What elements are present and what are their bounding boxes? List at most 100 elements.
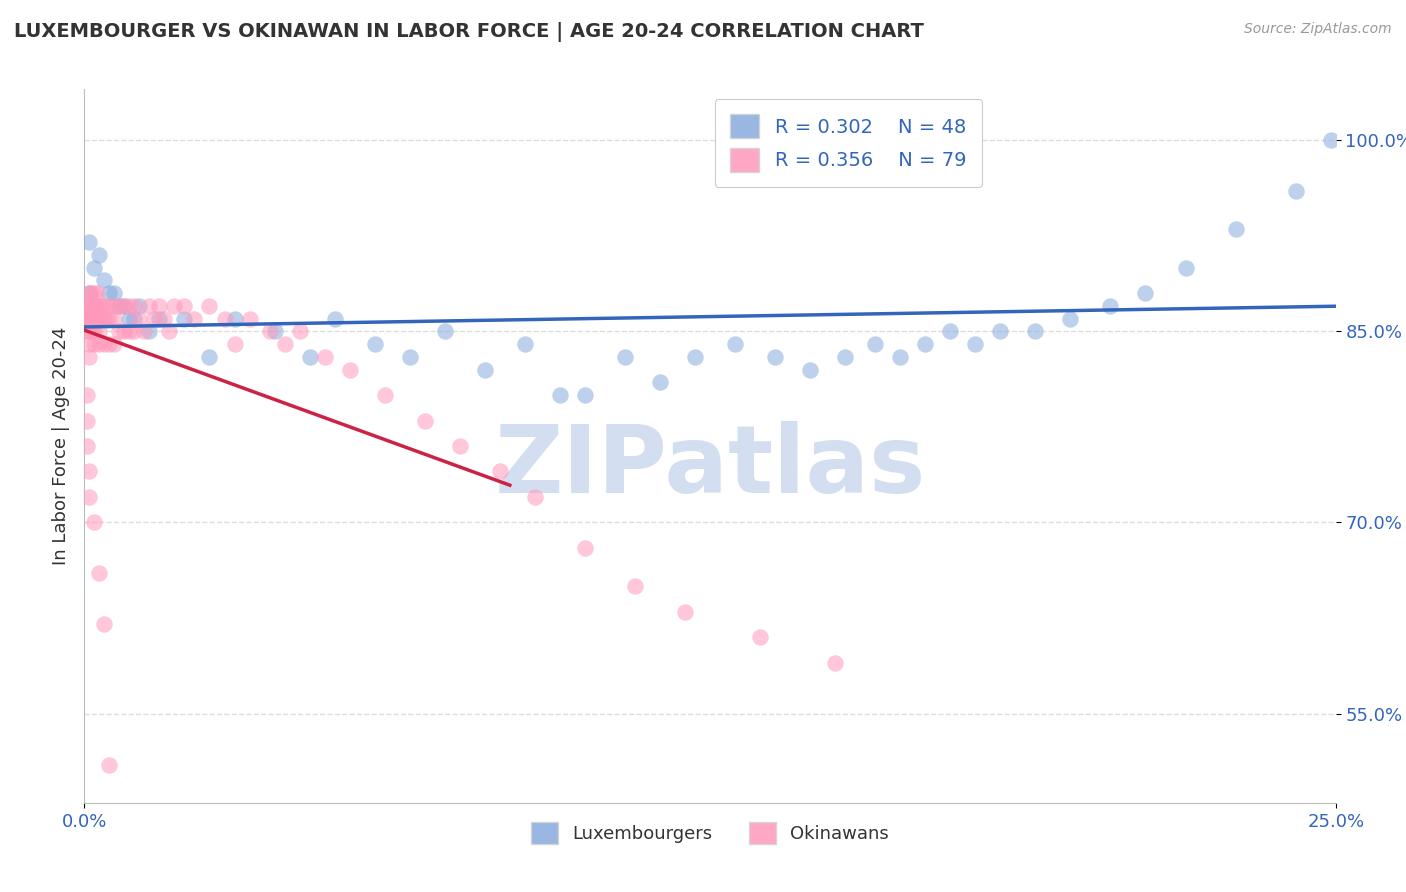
Point — [83, 299, 105, 313]
Point — [89, 337, 111, 351]
Point — [83, 337, 105, 351]
Point — [83, 324, 105, 338]
Point — [1059, 311, 1081, 326]
Point — [1285, 184, 1308, 198]
Point — [724, 337, 747, 351]
Point — [198, 299, 221, 313]
Point — [86, 286, 108, 301]
Point — [413, 413, 436, 427]
Point — [238, 311, 260, 326]
Point — [763, 350, 786, 364]
Point — [488, 465, 510, 479]
Point — [98, 337, 121, 351]
Point — [613, 350, 636, 364]
Point — [79, 286, 101, 301]
Point — [824, 656, 846, 670]
Point — [76, 388, 98, 402]
Point — [76, 311, 98, 326]
Point — [93, 299, 115, 313]
Point — [799, 362, 821, 376]
Point — [148, 299, 170, 313]
Point — [98, 757, 121, 772]
Point — [224, 311, 246, 326]
Point — [474, 362, 496, 376]
Point — [84, 311, 107, 326]
Point — [128, 311, 150, 326]
Point — [118, 311, 141, 326]
Point — [79, 337, 101, 351]
Point — [89, 324, 111, 338]
Point — [103, 311, 125, 326]
Point — [89, 248, 111, 262]
Point — [153, 311, 176, 326]
Point — [965, 337, 987, 351]
Point — [89, 299, 111, 313]
Point — [76, 299, 98, 313]
Point — [93, 273, 115, 287]
Point — [173, 311, 195, 326]
Point — [108, 299, 131, 313]
Point — [939, 324, 962, 338]
Point — [214, 311, 236, 326]
Point — [108, 299, 131, 313]
Point — [80, 311, 103, 326]
Point — [80, 311, 103, 326]
Point — [118, 324, 141, 338]
Point — [1099, 299, 1122, 313]
Point — [749, 630, 772, 644]
Point — [863, 337, 886, 351]
Point — [76, 413, 98, 427]
Point — [90, 299, 112, 313]
Point — [183, 311, 205, 326]
Point — [339, 362, 361, 376]
Point — [298, 350, 321, 364]
Point — [988, 324, 1011, 338]
Point — [80, 286, 103, 301]
Point — [108, 324, 131, 338]
Point — [128, 299, 150, 313]
Point — [103, 337, 125, 351]
Point — [548, 388, 571, 402]
Point — [624, 579, 647, 593]
Point — [673, 605, 696, 619]
Point — [79, 465, 101, 479]
Point — [574, 541, 596, 555]
Point — [76, 439, 98, 453]
Point — [1024, 324, 1046, 338]
Point — [134, 324, 156, 338]
Point — [513, 337, 536, 351]
Point — [83, 260, 105, 275]
Point — [79, 311, 101, 326]
Point — [77, 299, 100, 313]
Point — [93, 311, 115, 326]
Point — [1135, 286, 1157, 301]
Point — [138, 299, 160, 313]
Point — [112, 299, 135, 313]
Point — [79, 324, 101, 338]
Point — [79, 286, 101, 301]
Point — [86, 311, 108, 326]
Point — [273, 337, 295, 351]
Text: ZIPatlas: ZIPatlas — [495, 421, 925, 514]
Point — [93, 337, 115, 351]
Point — [163, 299, 186, 313]
Text: LUXEMBOURGER VS OKINAWAN IN LABOR FORCE | AGE 20-24 CORRELATION CHART: LUXEMBOURGER VS OKINAWAN IN LABOR FORCE … — [14, 22, 924, 42]
Point — [80, 324, 103, 338]
Y-axis label: In Labor Force | Age 20-24: In Labor Force | Age 20-24 — [52, 326, 70, 566]
Point — [259, 324, 281, 338]
Point — [98, 299, 121, 313]
Point — [574, 388, 596, 402]
Point — [433, 324, 456, 338]
Point — [124, 299, 146, 313]
Point — [80, 299, 103, 313]
Point — [834, 350, 856, 364]
Point — [143, 311, 166, 326]
Point — [103, 286, 125, 301]
Point — [76, 324, 98, 338]
Point — [398, 350, 420, 364]
Point — [914, 337, 936, 351]
Point — [148, 311, 170, 326]
Point — [89, 311, 111, 326]
Point — [79, 299, 101, 313]
Point — [124, 311, 146, 326]
